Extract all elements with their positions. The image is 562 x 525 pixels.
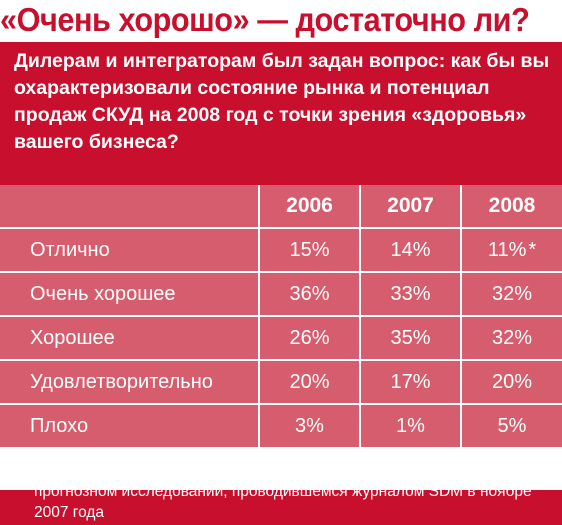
value-2006: 20% — [260, 361, 359, 403]
row-label: Плохо — [0, 405, 258, 447]
value-2008: 5% — [462, 405, 562, 447]
footnote: * процент от общего количества респонден… — [34, 462, 532, 521]
value-2008: 32% — [462, 273, 562, 315]
value-2006: 15% — [260, 229, 359, 271]
headline: «Очень хорошо» — достаточно ли? — [0, 0, 530, 40]
survey-panel: Дилерам и интеграторам был задан вопрос:… — [0, 42, 562, 525]
value-2008-cell: 11% * — [462, 229, 562, 271]
row-label: Хорошее — [0, 317, 258, 359]
header-cell-2007: 2007 — [361, 185, 460, 227]
value-2007: 14% — [361, 229, 460, 271]
results-table: 2006 2007 2008 Отлично 15% 14% 11% * Очен… — [0, 185, 562, 490]
row-label: Удовлетворительно — [0, 361, 258, 403]
row-label: Очень хорошее — [0, 273, 258, 315]
table-row: Очень хорошее 36% 33% 32% — [0, 273, 562, 315]
value-2008: 32% — [462, 317, 562, 359]
value-2007: 17% — [361, 361, 460, 403]
value-2008: 11% — [487, 239, 527, 261]
header-cell-empty — [0, 185, 258, 227]
value-2008: 20% — [462, 361, 562, 403]
header-cell-2008: 2008 — [462, 185, 562, 227]
value-2007: 33% — [361, 273, 460, 315]
value-2006: 3% — [260, 405, 359, 447]
table-header-row: 2006 2007 2008 — [0, 185, 562, 227]
table-row: Отлично 15% 14% 11% * — [0, 229, 562, 271]
value-2007: 35% — [361, 317, 460, 359]
header-cell-2006: 2006 — [260, 185, 359, 227]
value-2006: 26% — [260, 317, 359, 359]
table-row: Хорошее 26% 35% 32% — [0, 317, 562, 359]
footnote-marker: * — [528, 239, 537, 261]
survey-question: Дилерам и интеграторам был задан вопрос:… — [14, 50, 550, 153]
value-2006: 36% — [260, 273, 359, 315]
table-row: Удовлетворительно 20% 17% 20% — [0, 361, 562, 403]
value-2007: 1% — [361, 405, 460, 447]
row-label: Отлично — [0, 229, 258, 271]
table-row: Плохо 3% 1% 5% — [0, 405, 562, 447]
